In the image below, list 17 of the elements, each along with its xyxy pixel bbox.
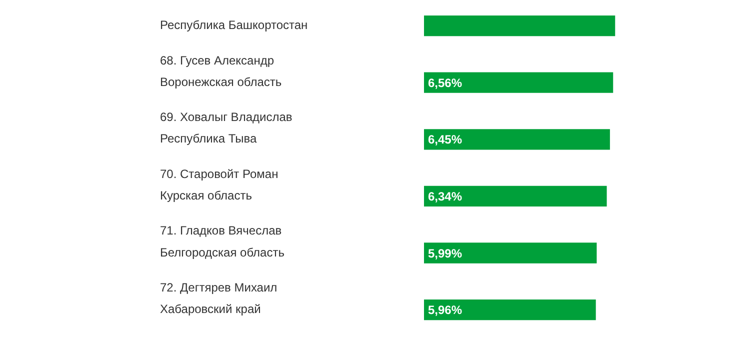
bar: [424, 186, 607, 207]
bar: [424, 129, 610, 150]
bar: [424, 299, 596, 320]
data-label: 5,96%: [428, 303, 462, 318]
y-tick-label: 69. Ховалыг Владислав Республика Тыва: [160, 110, 292, 146]
data-label: 6,34%: [428, 190, 462, 204]
y-tick-label: 72. Дегтярев Михаил Хабаровский край: [160, 280, 278, 316]
y-tick-label: 70. Старовойт Роман Курская область: [160, 166, 278, 203]
y-tick-label: Республика Башкортостан: [160, 18, 308, 32]
data-label: 6,45%: [428, 132, 462, 147]
data-label: 6,56%: [428, 76, 462, 90]
bar: [424, 15, 616, 36]
data-label: 5,99%: [428, 246, 462, 260]
bar: [424, 72, 614, 93]
y-tick-label: 71. Гладков Вячеслав Белгородская область: [160, 224, 284, 260]
y-tick-label: 68. Гусев Александр Воронежская область: [160, 53, 282, 89]
bar: [424, 242, 597, 264]
